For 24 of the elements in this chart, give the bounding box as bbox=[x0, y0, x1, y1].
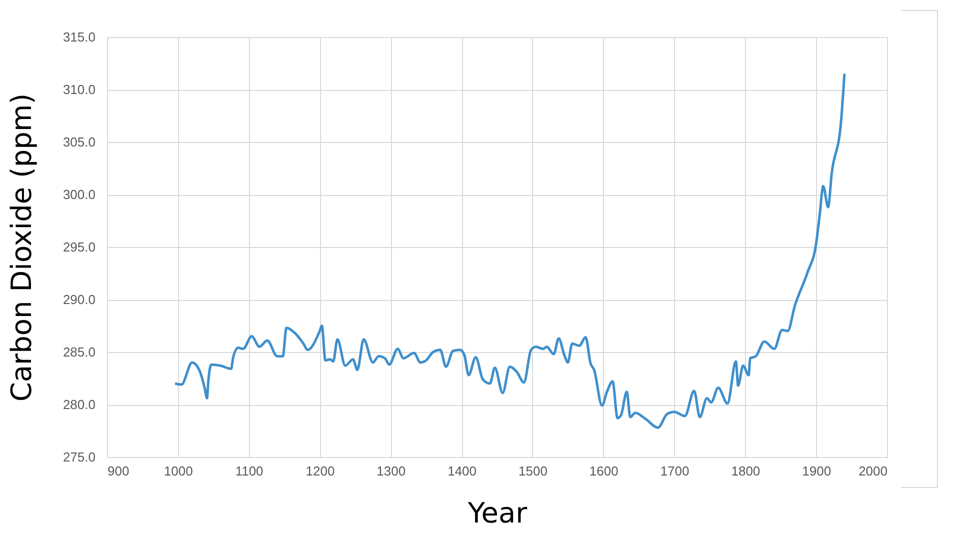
x-tick-label: 1100 bbox=[235, 464, 264, 478]
y-tick-label: 280.0 bbox=[62, 397, 96, 412]
y-tick-label: 275.0 bbox=[62, 450, 96, 464]
x-tick-label: 1200 bbox=[306, 464, 335, 478]
y-tick-label: 310.0 bbox=[62, 82, 96, 97]
x-tick-label: 1500 bbox=[518, 464, 548, 478]
y-tick-label: 295.0 bbox=[62, 240, 96, 254]
y-tick-label: 300.0 bbox=[62, 187, 96, 202]
y-tick-label: 305.0 bbox=[62, 134, 96, 150]
x-tick-label: 1900 bbox=[802, 464, 832, 478]
y-tick-label: 315.0 bbox=[62, 30, 96, 44]
x-tick-label: 1700 bbox=[660, 464, 690, 478]
x-tick-label: 1300 bbox=[376, 464, 406, 478]
y-tick-label: 290.0 bbox=[62, 292, 96, 307]
line-series bbox=[174, 72, 846, 429]
x-axis-title: Year bbox=[466, 496, 528, 530]
x-tick-label: 2000 bbox=[858, 464, 888, 478]
x-tick-label: 1800 bbox=[731, 464, 760, 478]
x-tick-label: 1600 bbox=[589, 464, 618, 478]
x-tick-label: 1400 bbox=[448, 464, 477, 478]
y-axis-title: Carbon Dioxide (ppm) bbox=[4, 93, 38, 402]
x-tick-label: 900 bbox=[108, 464, 130, 478]
y-tick-label: 285.0 bbox=[62, 344, 96, 360]
x-tick-label: 1000 bbox=[164, 464, 193, 478]
